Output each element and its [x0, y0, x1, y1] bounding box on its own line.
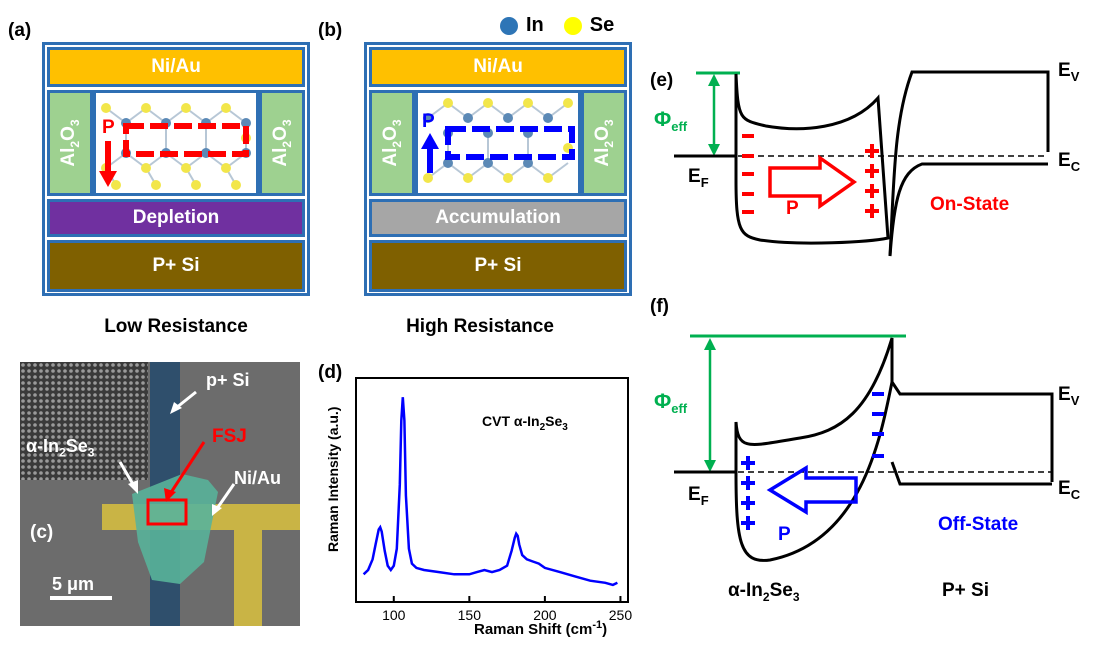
in-atom-icon — [500, 16, 518, 35]
raman-chart: 100 150 200 250 Raman Shift (cm-1) Raman In… — [325, 377, 633, 638]
raman-xtick-label: 250 — [609, 607, 633, 623]
fsj-label: FSJ — [212, 426, 247, 447]
legend-se: Se — [589, 14, 615, 36]
scale-bar-label: 5 μm — [52, 574, 95, 594]
ev-label-f: EV — [1058, 384, 1080, 408]
panel-label-e: (e) — [650, 70, 674, 91]
raman-ylabel: Raman Intensity (a.u.) — [325, 407, 341, 552]
panel-label-c: (c) — [30, 522, 54, 543]
se-atom-icon — [563, 16, 582, 35]
ni-au-layer-a: Ni/Au — [47, 47, 305, 87]
in2se3-crystal-b: P — [415, 90, 581, 196]
al2o3-right-a-label: Al2O3 — [270, 119, 294, 167]
al2o3-left-a-label: Al2O3 — [58, 119, 82, 167]
caption-a: Low Resistance — [104, 316, 248, 337]
caption-b: High Resistance — [406, 316, 554, 337]
al2o3-right-b: Al2O3 — [581, 90, 627, 196]
crystal-lattice-b — [421, 98, 575, 183]
ec-label-f: EC — [1058, 478, 1081, 502]
p-si-layer-a: P+ Si — [47, 240, 305, 292]
si-conduction-band-f — [890, 461, 1052, 486]
raman-xlabel: Raman Shift (cm-1) — [474, 619, 607, 638]
raman-xtick-label: 100 — [382, 607, 406, 623]
si-valence-band-f — [890, 381, 1054, 482]
material-right-label-f: P+ Si — [942, 580, 989, 601]
ni-au-label: Ni/Au — [234, 468, 281, 488]
ni-au-layer-b: Ni/Au — [369, 47, 627, 87]
al2o3-left-b: Al2O3 — [369, 90, 415, 196]
in2se3-band-e — [734, 73, 890, 245]
ev-label-e: EV — [1058, 60, 1080, 84]
al2o3-right-a: Al2O3 — [259, 90, 305, 196]
al2o3-left-a: Al2O3 — [47, 90, 93, 196]
state-label-e: On-State — [930, 194, 1010, 215]
panel-label-b: (b) — [318, 20, 343, 41]
negative-charges-e — [742, 134, 754, 214]
raman-plot-frame — [355, 377, 629, 603]
positive-charges-e — [865, 144, 879, 218]
raman-xtick-label: 150 — [458, 607, 482, 623]
polarization-label-a: P — [102, 117, 115, 138]
crystal-lattice-a — [99, 103, 251, 190]
material-left-label-f: α-In2Se3 — [728, 580, 800, 604]
ef-label-e: EF — [688, 166, 709, 190]
band-diagram-e — [674, 70, 1050, 257]
polarization-label-b: P — [422, 111, 435, 132]
sem-scene — [20, 362, 300, 626]
sem-image: p+ Si α-In2Se3 FSJ Ni/Au (c) 5 μm — [20, 362, 300, 626]
si-conduction-band-e — [888, 162, 1048, 257]
positive-charges-f — [741, 456, 755, 530]
pol-label-e: P — [786, 198, 799, 219]
raman-xtick-label: 200 — [533, 607, 557, 623]
in2se3-band-f — [734, 337, 894, 562]
negative-charges-f — [872, 392, 884, 458]
material-label: α-In2Se3 — [26, 436, 95, 460]
pol-label-f: P — [778, 524, 791, 545]
panel-label-d: (d) — [318, 362, 343, 383]
device-a-frame — [42, 42, 310, 296]
legend-b: In Se — [500, 14, 614, 37]
al2o3-right-b-label: Al2O3 — [592, 119, 616, 167]
panel-label-a: (a) — [8, 20, 32, 41]
device-b-frame — [364, 42, 632, 296]
polarization-arrow-e — [768, 154, 858, 210]
accumulation-layer-b: Accumulation — [369, 199, 627, 237]
p-si-label: p+ Si — [206, 370, 250, 390]
in2se3-crystal-a: P — [93, 90, 259, 196]
phi-label-e: Φeff — [654, 108, 688, 135]
raman-inset-label: CVT α-In2Se3 — [482, 413, 568, 433]
p-si-layer-b: P+ Si — [369, 240, 627, 292]
state-label-f: Off-State — [938, 514, 1019, 535]
legend-in: In — [526, 14, 544, 36]
phi-label-f: Φeff — [654, 390, 688, 417]
polarization-arrow-f — [766, 464, 858, 516]
depletion-layer-a: Depletion — [47, 199, 305, 237]
ec-label-e: EC — [1058, 150, 1081, 174]
raman-series-line — [362, 397, 618, 587]
band-diagram-f — [674, 334, 1054, 562]
panel-label-f: (f) — [650, 296, 669, 317]
al2o3-left-b-label: Al2O3 — [380, 119, 404, 167]
ef-label-f: EF — [688, 484, 709, 508]
